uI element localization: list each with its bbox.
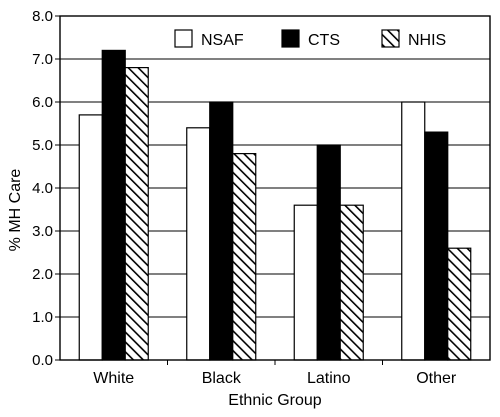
legend-swatch-nhis xyxy=(381,29,400,48)
x-tick-label-latino: Latino xyxy=(307,370,351,387)
y-tick-label: 0.0 xyxy=(32,352,53,369)
bar-nhis-black xyxy=(232,153,257,361)
y-tick-label: 3.0 xyxy=(32,223,53,240)
bar-nsaf-latino xyxy=(293,204,318,361)
legend: NSAF CTS NHIS xyxy=(174,29,446,49)
bar-nsaf-other xyxy=(401,101,426,361)
bar-nsaf-black xyxy=(186,127,211,361)
bar-nhis-other xyxy=(447,247,472,361)
y-tick-label: 4.0 xyxy=(32,180,53,197)
x-tick-label-other: Other xyxy=(416,370,457,387)
y-tick-label: 2.0 xyxy=(32,266,53,283)
plot-frame xyxy=(59,15,491,361)
x-tick-label-black: Black xyxy=(202,370,242,387)
legend-label-cts: CTS xyxy=(308,32,340,49)
x-tick-label-white: White xyxy=(93,370,134,387)
y-tick-label: 5.0 xyxy=(32,137,53,154)
axes: 0.0 1.0 2.0 3.0 4.0 5.0 6.0 7.0 8.0 White Black Lat… xyxy=(32,8,491,387)
y-tick-label: 1.0 xyxy=(32,309,53,326)
bar-nhis-latino xyxy=(339,204,364,361)
x-axis-title: Ethnic Group xyxy=(228,392,321,409)
legend-swatch-nsaf xyxy=(174,29,193,48)
bars xyxy=(78,49,472,361)
legend-label-nsaf: NSAF xyxy=(201,32,244,49)
y-axis-title: % MH Care xyxy=(7,169,24,252)
legend-swatch-cts xyxy=(281,29,300,48)
legend-label-nhis: NHIS xyxy=(408,32,446,49)
bar-cts-white xyxy=(101,49,126,361)
y-tick-label: 8.0 xyxy=(32,8,53,25)
y-tick-label: 7.0 xyxy=(32,51,53,68)
bar-nsaf-white xyxy=(78,114,103,361)
bar-cts-other xyxy=(424,131,449,361)
y-tick-label: 6.0 xyxy=(32,94,53,111)
bar-cts-latino xyxy=(316,144,341,361)
bar-cts-black xyxy=(209,101,234,361)
bar-nhis-white xyxy=(124,66,149,361)
